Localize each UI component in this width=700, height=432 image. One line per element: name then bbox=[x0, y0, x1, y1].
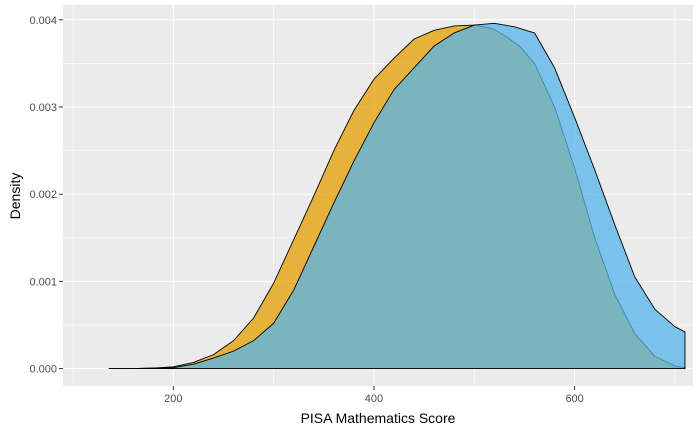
density-areas bbox=[108, 22, 686, 370]
density-area-series-2 bbox=[108, 22, 686, 370]
x-axis-title: PISA Mathematics Score bbox=[301, 410, 456, 426]
y-tick-label: 0.002 bbox=[29, 189, 57, 201]
y-tick-label: 0.001 bbox=[29, 276, 57, 288]
y-tick-label: 0.004 bbox=[29, 15, 57, 27]
y-axis-title: Density bbox=[7, 173, 23, 220]
x-tick-label: 400 bbox=[365, 393, 383, 405]
x-tick-label: 200 bbox=[164, 393, 182, 405]
x-tick-label: 600 bbox=[565, 393, 583, 405]
y-tick-label: 0.003 bbox=[29, 102, 57, 114]
x-axis: 200 400 600 bbox=[164, 386, 584, 405]
y-tick-label: 0.000 bbox=[29, 364, 57, 376]
y-axis: 0.000 0.001 0.002 0.003 0.004 bbox=[29, 15, 63, 376]
